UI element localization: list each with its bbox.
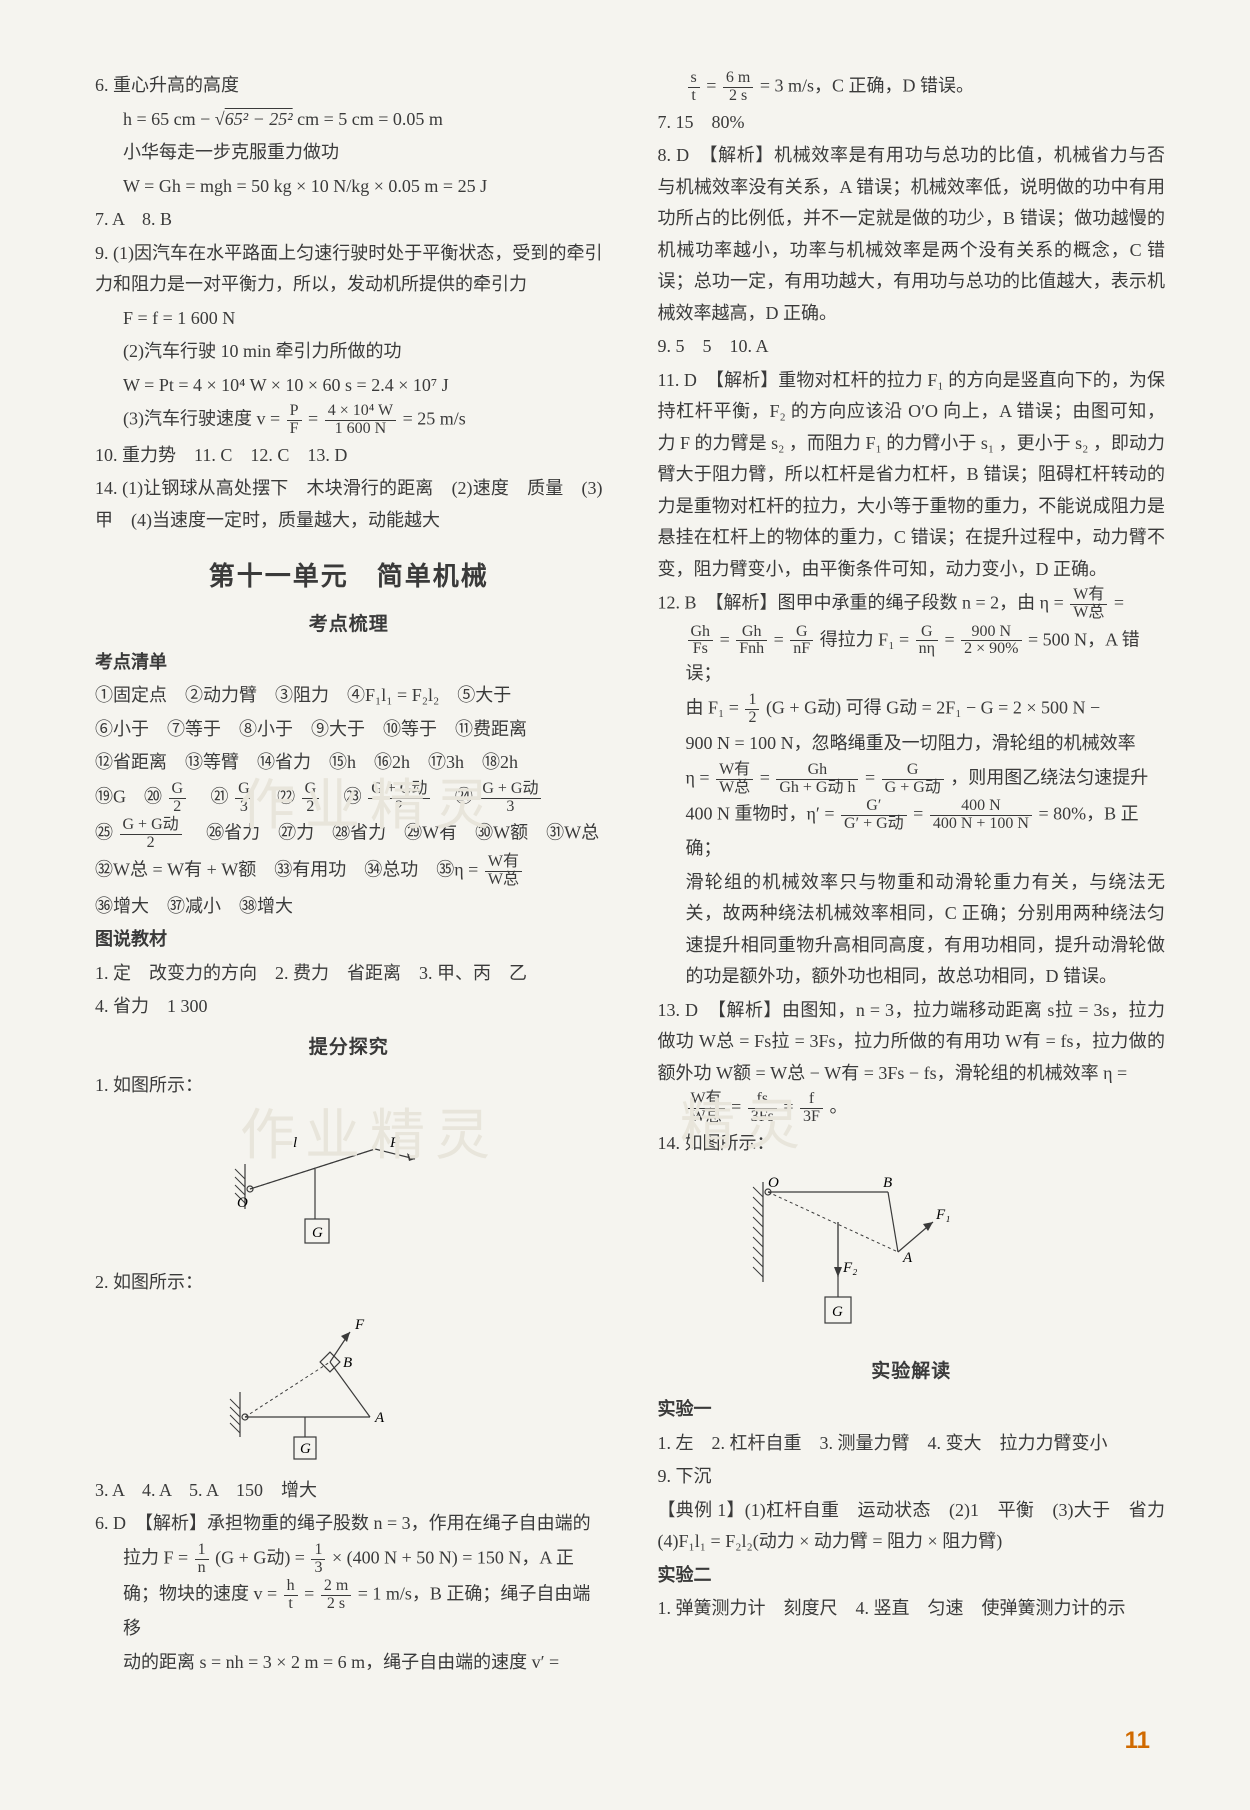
- d2-F: F: [354, 1317, 365, 1333]
- q9-2a: (2)汽车行驶 10 min 牵引力所做的功: [95, 336, 603, 368]
- r13b: W有W总 = fs3Fs = f3F 。: [658, 1091, 1166, 1126]
- diagram-1: l F O G: [215, 1109, 425, 1259]
- r6: 12. B 【解析】图甲中承重的绳子段数 n = 2，由 η = W有W总 =: [658, 587, 1166, 622]
- kd-l7: ㊱增大 ㊲减小 ㊳增大: [95, 891, 603, 923]
- q9-3: (3)汽车行驶速度 v = PF = 4 × 10⁴ W1 600 N = 25…: [95, 403, 603, 438]
- sy-title: 实验解读: [658, 1355, 1166, 1388]
- r8: 由 F₁ = 12 (G + G动) 可得 G动 = 2F₁ − G = 2 ×…: [658, 692, 1166, 727]
- left-column: 6. 重心升高的高度 h = 65 cm − √65² − 25² cm = 5…: [95, 70, 603, 1680]
- q9-1b: F = f = 1 600 N: [95, 303, 603, 335]
- d3-F2: F₂: [842, 1260, 857, 1276]
- ts-l2: 4. 省力 1 300: [95, 991, 603, 1023]
- d1-O: O: [237, 1195, 248, 1211]
- kd-l1: ①固定点 ②动力臂 ③阻力 ④F₁l₁ = F₂l₂ ⑤大于: [95, 680, 603, 712]
- tf-q6d: 动的距离 s = nh = 3 × 2 m = 6 m，绳子自由端的速度 v′ …: [95, 1647, 603, 1679]
- sy2-label: 实验二: [658, 1560, 1166, 1592]
- r11: 400 N 重物时，η′ = G′G′ + G动 = 400 N400 N + …: [658, 798, 1166, 864]
- d3-B: B: [883, 1175, 892, 1191]
- d3-F1: F₁: [935, 1207, 950, 1223]
- kd-l6: ㉜W总 = W有 + W额 ㉝有用功 ㉞总功 ㉟η = W有W总: [95, 854, 603, 889]
- q10-13: 10. 重力势 11. C 12. C 13. D: [95, 440, 603, 472]
- diagram-3: O B F₁ A F₂ G: [738, 1167, 968, 1347]
- kaodian-label: 考点清单: [95, 647, 603, 679]
- r13a: 13. D 【解析】由图知，n = 3，拉力端移动距离 s拉 = 3s，拉力做功…: [658, 995, 1166, 1090]
- tf-q1: 1. 如图所示：: [95, 1070, 603, 1102]
- tf-q2: 2. 如图所示：: [95, 1267, 603, 1299]
- sy2-l1: 1. 弹簧测力计 刻度尺 4. 竖直 匀速 使弹簧测力计的示: [658, 1593, 1166, 1625]
- r5: 11. D 【解析】重物对杠杆的拉力 F₁ 的方向是竖直向下的，为保持杠杆平衡，…: [658, 365, 1166, 586]
- two-column-layout: 6. 重心升高的高度 h = 65 cm − √65² − 25² cm = 5…: [95, 70, 1165, 1680]
- d3-G: G: [832, 1304, 843, 1320]
- tf-q3: 3. A 4. A 5. A 150 增大: [95, 1475, 603, 1507]
- sy1-label: 实验一: [658, 1394, 1166, 1426]
- d2-A: A: [374, 1410, 385, 1426]
- q7-8: 7. A 8. B: [95, 204, 603, 236]
- sy1-l1: 1. 左 2. 杠杆自重 3. 测量力臂 4. 变大 拉力力臂变小: [658, 1428, 1166, 1460]
- r10: η = W有W总 = GhGh + G动 h = GG + G动 ，则用图乙绕法…: [658, 762, 1166, 797]
- q6-eq1: h = 65 cm − √65² − 25² cm = 5 cm = 0.05 …: [95, 104, 603, 136]
- sy1-l2: 9. 下沉: [658, 1461, 1166, 1493]
- kd-l2: ⑥小于 ⑦等于 ⑧小于 ⑨大于 ⑩等于 ⑪费距离: [95, 714, 603, 746]
- q6-text: 小华每走一步克服重力做功: [95, 137, 603, 169]
- d2-G: G: [300, 1441, 311, 1457]
- kd-l3: ⑫省距离 ⑬等臂 ⑭省力 ⑮h ⑯2h ⑰3h ⑱2h: [95, 747, 603, 779]
- q6-eq2: W = Gh = mgh = 50 kg × 10 N/kg × 0.05 m …: [95, 171, 603, 203]
- d2-B: B: [343, 1355, 352, 1371]
- d3-A: A: [902, 1250, 913, 1266]
- tf-q6b: 拉力 F = 1n (G + G动) = 13 × (400 N + 50 N)…: [95, 1542, 603, 1577]
- tf-q6a: 6. D 【解析】承担物重的绳子股数 n = 3，作用在绳子自由端的: [95, 1508, 603, 1540]
- q9-1: 9. (1)因汽车在水平路面上匀速行驶时处于平衡状态，受到的牵引力和阻力是一对平…: [95, 238, 603, 301]
- r1: st = 6 m2 s = 3 m/s，C 正确，D 错误。: [658, 70, 1166, 105]
- d1-G: G: [312, 1225, 323, 1241]
- sy1-l3: 【典例 1】(1)杠杆自重 运动状态 (2)1 平衡 (3)大于 省力 (4)F…: [658, 1495, 1166, 1558]
- page-number: 11: [1125, 1727, 1150, 1755]
- kd-l5: ㉕ G + G动2 ㉖省力 ㉗力 ㉘省力 ㉙W有 ㉚W额 ㉛W总: [95, 817, 603, 852]
- q6-title: 6. 重心升高的高度: [95, 70, 603, 102]
- q14: 14. (1)让钢球从高处摆下 木块滑行的距离 (2)速度 质量 (3)甲 (4…: [95, 473, 603, 536]
- d1-F: F: [389, 1135, 400, 1151]
- r4: 9. 5 5 10. A: [658, 331, 1166, 363]
- right-column: st = 6 m2 s = 3 m/s，C 正确，D 错误。 7. 15 80%…: [658, 70, 1166, 1680]
- r2: 7. 15 80%: [658, 107, 1166, 139]
- r7: GhFs = GhFnh = GnF 得拉力 F₁ = Gnη = 900 N2…: [658, 624, 1166, 690]
- kaodian-title: 考点梳理: [95, 608, 603, 641]
- r9: 900 N = 100 N，忽略绳重及一切阻力，滑轮组的机械效率: [658, 728, 1166, 760]
- ts-l1: 1. 定 改变力的方向 2. 费力 省距离 3. 甲、丙 乙: [95, 958, 603, 990]
- diagram-2: F B A G: [215, 1307, 425, 1467]
- unit-title: 第十一单元 简单机械: [95, 554, 603, 600]
- r3: 8. D 【解析】机械效率是有用功与总功的比值，机械省力与否与机械效率没有关系，…: [658, 140, 1166, 329]
- tf-q6c: 确；物块的速度 v = ht = 2 m2 s = 1 m/s，B 正确；绳子自…: [95, 1578, 603, 1644]
- r12: 滑轮组的机械效率只与物重和动滑轮重力有关，与绕法无关，故两种绕法机械效率相同，C…: [658, 867, 1166, 993]
- q9-2b: W = Pt = 4 × 10⁴ W × 10 × 60 s = 2.4 × 1…: [95, 370, 603, 402]
- r14: 14. 如图所示：: [658, 1128, 1166, 1160]
- ts-label: 图说教材: [95, 924, 603, 956]
- tf-title: 提分探究: [95, 1031, 603, 1064]
- kd-l4: ⑲G ⑳ G2 ㉑ G3 ㉒ G2 ㉓ G + G动2 ㉔ G + G动3: [95, 781, 603, 816]
- d3-O: O: [768, 1175, 779, 1191]
- d1-l: l: [293, 1135, 297, 1151]
